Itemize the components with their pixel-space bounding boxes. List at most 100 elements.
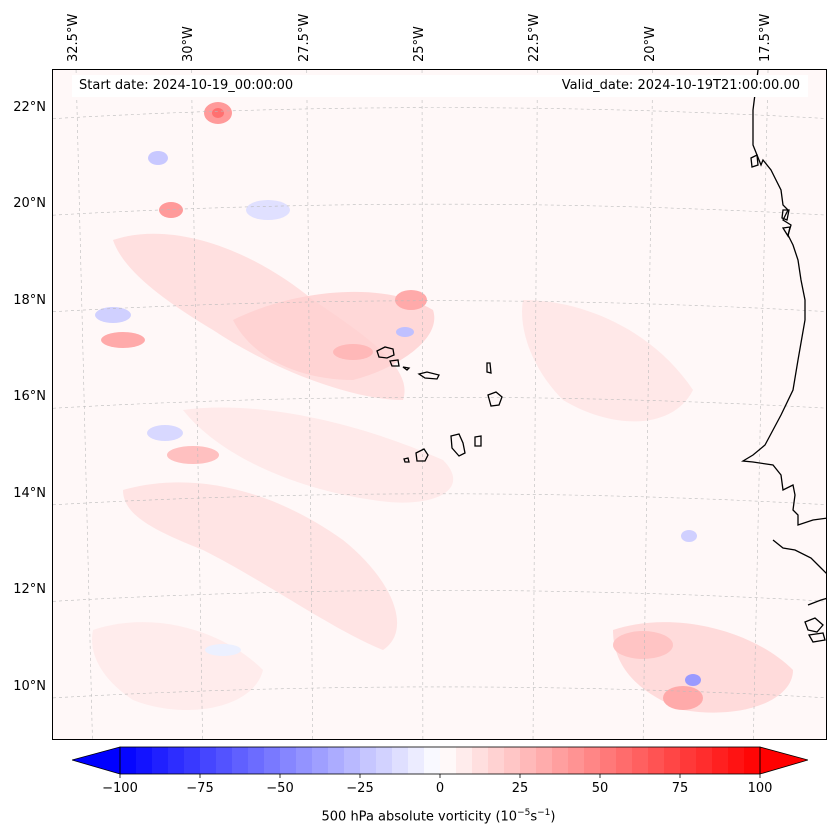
- africa-coastline: [740, 70, 826, 526]
- vorticity-band-middle: [183, 407, 454, 503]
- colorbar-ticks: [119, 774, 761, 778]
- longitude-label: 20°W: [642, 26, 658, 62]
- colorbar-label-exp2: −1: [537, 808, 551, 818]
- vorticity-min-southwest: [147, 425, 183, 441]
- colorbar-cell: [680, 747, 697, 774]
- colorbar-cell: [568, 747, 585, 774]
- longitude-label: 30°W: [181, 26, 197, 62]
- island-sal: [486, 362, 492, 374]
- colorbar-cell: [472, 747, 489, 774]
- latitude-label: 14°N: [13, 485, 46, 501]
- colorbar-cells: [120, 747, 761, 774]
- colorbar-cell: [488, 747, 505, 774]
- vorticity-band-east: [522, 300, 693, 422]
- vorticity-max-north-core: [212, 108, 224, 118]
- meridian-gridline: [421, 70, 424, 739]
- latitude-label: 18°N: [13, 292, 46, 308]
- colorbar-cell: [136, 747, 153, 774]
- gridlines: [53, 70, 826, 739]
- colorbar-cell: [520, 747, 537, 774]
- coastline-islets-north: [781, 209, 791, 238]
- parallel-gridline: [53, 203, 826, 216]
- colorbar-cell: [744, 747, 761, 774]
- parallel-gridline: [53, 686, 826, 699]
- colorbar-cell: [728, 747, 745, 774]
- coastline-bissau: [807, 597, 826, 606]
- colorbar-label: 500 hPa absolute vorticity (10−5s−1): [0, 808, 837, 824]
- colorbar-extend-high: [759, 746, 808, 775]
- start-date-label: Start date: 2024-10-19_00:00:00: [79, 78, 294, 93]
- parallel-gridline: [53, 300, 826, 313]
- colorbar-cell: [360, 747, 377, 774]
- colorbar-cell: [232, 747, 249, 774]
- longitude-label: 27.5°W: [296, 13, 312, 62]
- island-brava: [403, 457, 410, 463]
- colorbar-tick-label: 25: [511, 781, 529, 796]
- meridian-gridline: [753, 70, 769, 739]
- coastlines: [376, 70, 826, 643]
- map-canvas: [53, 70, 826, 739]
- vorticity-band-diagonal: [123, 482, 398, 650]
- vorticity-band-south: [92, 622, 264, 710]
- colorbar-cell: [184, 747, 201, 774]
- vorticity-max-central: [395, 290, 427, 310]
- colorbar: [72, 746, 808, 778]
- colorbar-label-end: ): [550, 809, 556, 825]
- vorticity-min-east: [681, 530, 697, 542]
- colorbar-cell: [168, 747, 185, 774]
- colorbar-extend-low: [72, 746, 121, 775]
- colorbar-cell: [696, 747, 713, 774]
- vorticity-max-mid: [167, 446, 219, 464]
- colorbar-cell: [536, 747, 553, 774]
- island-boa-vista: [487, 391, 503, 407]
- colorbar-cell: [200, 747, 217, 774]
- vorticity-min-islands: [396, 327, 414, 337]
- colorbar-label-mid: s: [530, 809, 538, 825]
- vorticity-max-left: [101, 332, 145, 348]
- vorticity-min-south: [205, 644, 241, 656]
- island-fogo: [415, 448, 429, 462]
- colorbar-tick-label: −25: [346, 781, 374, 796]
- colorbar-cell: [504, 747, 521, 774]
- colorbar-cell: [280, 747, 297, 774]
- colorbar-cell: [600, 747, 617, 774]
- map-header-background: [72, 75, 808, 97]
- colorbar-cell: [296, 747, 313, 774]
- meridian-gridline: [75, 70, 93, 739]
- island-maio: [474, 435, 482, 447]
- vorticity-max-west: [159, 202, 183, 218]
- vorticity-min-northwest: [148, 151, 168, 165]
- meridian-gridline: [306, 70, 314, 739]
- colorbar-cell: [328, 747, 345, 774]
- colorbar-cell: [616, 747, 633, 774]
- vorticity-max-central-b: [333, 344, 373, 360]
- colorbar-tick-label: −75: [186, 781, 214, 796]
- colorbar-tick-label: 50: [591, 781, 609, 796]
- vorticity-max-southeast-b: [613, 631, 673, 659]
- island-santa-luzia: [402, 366, 411, 371]
- parallel-gridline: [53, 493, 826, 506]
- vorticity-min-west: [95, 307, 131, 323]
- vorticity-max-southeast: [663, 686, 703, 710]
- island-sao-nicolau: [417, 371, 440, 380]
- coastline-islands-south-b: [807, 632, 826, 643]
- colorbar-cell: [216, 747, 233, 774]
- colorbar-cell: [120, 747, 137, 774]
- colorbar-cell: [664, 747, 681, 774]
- valid-date-label: Valid_date: 2024-10-19T21:00:00.00: [561, 78, 800, 93]
- coastline-islet-west: [750, 153, 759, 168]
- island-santiago: [450, 433, 466, 457]
- longitude-label: 22.5°W: [527, 13, 543, 62]
- longitude-label: 32.5°W: [66, 13, 82, 62]
- parallel-gridline: [53, 590, 826, 602]
- colorbar-tick-label: −100: [102, 781, 138, 796]
- colorbar-cell: [712, 747, 729, 774]
- colorbar-tick-label: 0: [435, 781, 445, 796]
- meridian-gridline: [532, 70, 538, 739]
- colorbar-cell: [584, 747, 601, 774]
- island-santo-antao: [376, 346, 395, 359]
- parallel-gridline: [53, 107, 826, 119]
- colorbar-label-main: 500 hPa absolute vorticity (10: [321, 809, 518, 825]
- vorticity-field: [92, 102, 793, 713]
- colorbar-cell: [632, 747, 649, 774]
